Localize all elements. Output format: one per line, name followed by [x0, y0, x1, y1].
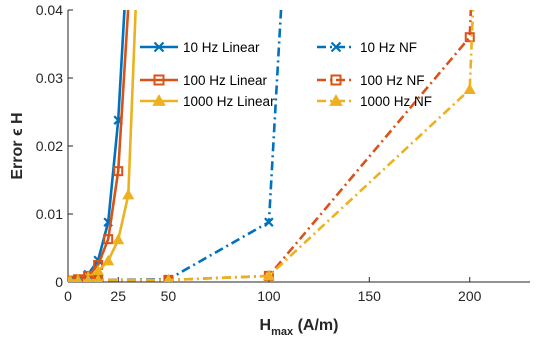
x-tick-label: 25 [110, 288, 126, 304]
data-point [73, 274, 83, 282]
data-point [330, 74, 342, 86]
data-point [153, 41, 165, 53]
data-point [464, 32, 475, 43]
y-tick-label: 0.01 [36, 206, 63, 222]
x-tick-label: 150 [358, 288, 382, 304]
data-point [83, 274, 93, 282]
legend-item: 100 Hz NF [317, 73, 425, 88]
data-point [153, 74, 165, 86]
legend: 10 Hz Linear 100 Hz Linear 1000 Hz Linear 1… [140, 40, 432, 109]
legend-label: 1000 Hz NF [360, 94, 432, 109]
legend-item: 100 Hz Linear [140, 73, 268, 88]
legend-item: 1000 Hz Linear [140, 94, 275, 109]
data-point [330, 41, 342, 53]
y-axis-label: Error ϵ H [9, 112, 26, 179]
data-point [163, 273, 174, 282]
legend-label: 100 Hz NF [360, 73, 425, 88]
data-point [463, 83, 476, 94]
data-point [122, 188, 135, 200]
x-axis-label-unit: (A/m) [293, 317, 338, 334]
x-axis-label: Hmax (A/m) [260, 317, 339, 337]
series-1000-hz-nf [68, 10, 476, 282]
legend-label: 10 Hz NF [360, 40, 417, 55]
axes: 0 25 50 100 150 200 0 0.01 0.02 0.03 0.04 [36, 2, 530, 304]
data-point [68, 274, 75, 282]
x-tick-label: 50 [161, 288, 177, 304]
data-point [103, 234, 114, 245]
legend-label: 1000 Hz Linear [183, 94, 275, 109]
y-tick-label: 0 [55, 274, 63, 290]
legend-item: 1000 Hz NF [317, 94, 432, 109]
data-point [262, 269, 275, 281]
data-point [113, 166, 124, 177]
y-tick-label: 0.04 [36, 2, 63, 18]
legend-label: 10 Hz Linear [183, 40, 260, 55]
x-tick-label: 0 [64, 288, 72, 304]
data-point [152, 94, 166, 106]
legend-item: 10 Hz Linear [140, 40, 260, 55]
data-point [102, 254, 115, 266]
data-point [264, 217, 274, 227]
legend-item: 10 Hz NF [317, 40, 417, 55]
data-point [93, 273, 103, 282]
y-tick-label: 0.02 [36, 138, 63, 154]
x-axis-label-subscript: max [271, 326, 294, 337]
data-point [112, 233, 125, 245]
x-tick-label: 100 [257, 288, 281, 304]
marker-x-stroke [264, 217, 274, 227]
series-line [70, 10, 475, 282]
marker-x-stroke [330, 41, 342, 53]
x-axis-label-main: H [260, 317, 272, 334]
marker-x-stroke [153, 41, 165, 53]
data-point [329, 94, 343, 106]
y-tick-label: 0.03 [36, 70, 63, 86]
x-tick-label: 200 [458, 288, 482, 304]
series-layer [68, 10, 476, 282]
legend-label: 100 Hz Linear [183, 73, 268, 88]
